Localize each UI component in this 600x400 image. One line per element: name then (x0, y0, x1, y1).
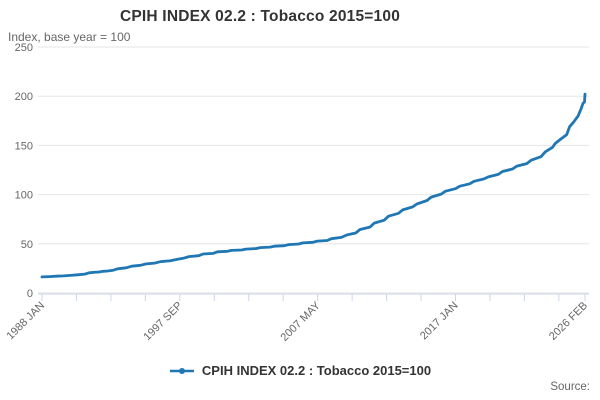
chart-subtitle: Index, base year = 100 (8, 30, 131, 44)
y-tick-label: 150 (15, 140, 33, 152)
source-label: Source: (550, 381, 590, 393)
chart-title: CPIH INDEX 02.2 : Tobacco 2015=100 (119, 8, 401, 25)
x-tick-label: 2017 JAN (418, 300, 461, 343)
y-tick-label: 0 (27, 288, 33, 300)
y-tick-label: 100 (15, 190, 33, 202)
x-tick-label: 2007 MAY (279, 299, 324, 344)
x-axis-labels: 1988 JAN 1997 SEP 2007 MAY 2017 JAN 2026 FEB (4, 299, 590, 344)
x-tick-label: 2026 FEB (547, 300, 590, 343)
legend-item[interactable]: CPIH INDEX 02.2 : Tobacco 2015=100 (0, 363, 600, 378)
y-tick-label: 50 (21, 239, 33, 251)
x-tick-label: 1988 JAN (4, 300, 47, 343)
y-axis-labels: 0 50 100 150 200 250 (15, 42, 33, 300)
legend-line-marker-icon (169, 367, 194, 374)
y-tick-label: 200 (15, 91, 33, 103)
series-line[interactable] (40, 92, 587, 279)
y-tick-label: 250 (15, 42, 33, 54)
x-tick-label: 1997 SEP (141, 300, 185, 344)
x-axis-ticks (41, 294, 586, 301)
y-gridlines (38, 46, 589, 294)
legend-label: CPIH INDEX 02.2 : Tobacco 2015=100 (201, 363, 432, 378)
